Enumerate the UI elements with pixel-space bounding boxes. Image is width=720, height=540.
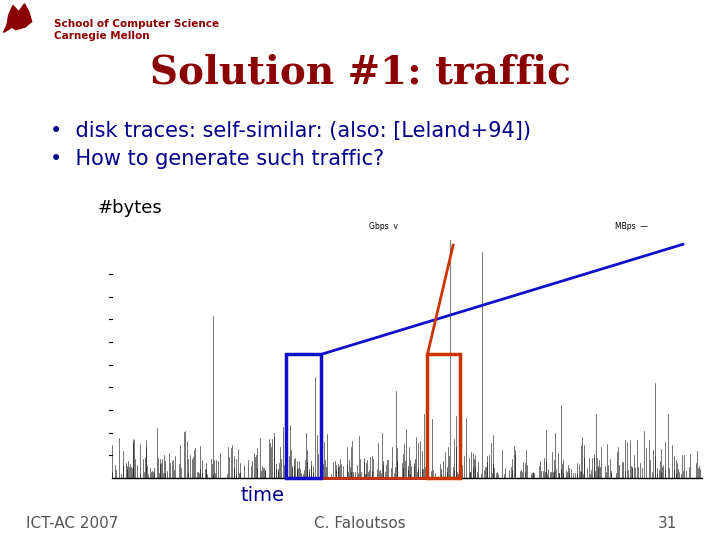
Text: 31: 31	[657, 516, 677, 531]
Text: Gbps  v: Gbps v	[369, 222, 397, 231]
Text: MBps  —: MBps —	[615, 222, 648, 231]
Text: time: time	[240, 486, 285, 505]
Text: Carnegie Mellon: Carnegie Mellon	[54, 31, 150, 42]
Text: C. Faloutsos: C. Faloutsos	[314, 516, 406, 531]
Text: •  How to generate such traffic?: • How to generate such traffic?	[50, 149, 384, 170]
Text: ICT-AC 2007: ICT-AC 2007	[26, 516, 118, 531]
Polygon shape	[7, 4, 32, 30]
Text: School of Computer Science: School of Computer Science	[54, 19, 219, 29]
Polygon shape	[4, 24, 11, 32]
Text: Solution #1: traffic: Solution #1: traffic	[150, 54, 570, 92]
Text: •  disk traces: self-similar: (also: [Leland+94]): • disk traces: self-similar: (also: [Lel…	[50, 121, 531, 141]
Text: #bytes: #bytes	[97, 199, 162, 217]
